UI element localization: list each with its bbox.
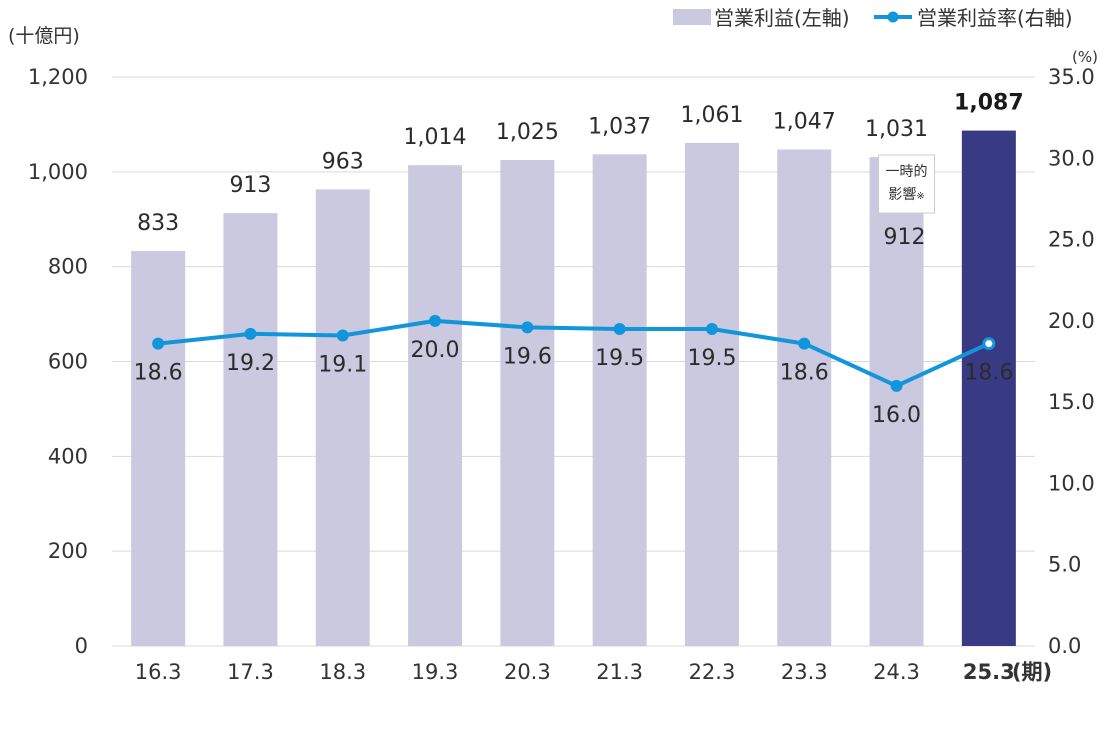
- right-axis-tick-label: 5.0: [1048, 553, 1081, 577]
- right-axis-tick-label: 10.0: [1048, 471, 1095, 495]
- note-text-line: 一時的: [886, 164, 928, 180]
- legend-line-label: 営業利益率(右軸): [917, 6, 1073, 30]
- rate-value-label: 19.2: [226, 351, 275, 376]
- note-text-main: 影響: [888, 186, 916, 203]
- rate-marker: [613, 322, 626, 335]
- x-axis-tick-label: 21.3: [596, 660, 643, 684]
- left-axis-tick-label: 200: [48, 539, 88, 563]
- note-box: [878, 154, 936, 214]
- bar-series: [131, 130, 1016, 647]
- bar: [684, 142, 739, 646]
- right-axis: 0.0 5.0 10.0 15.0 20.0 25.0 30.0 35.0: [1048, 65, 1095, 658]
- legend-bar-label: 営業利益(左軸): [714, 6, 850, 30]
- bar: [777, 149, 832, 647]
- rate-marker: [798, 337, 811, 350]
- bar-value-label: 1,087: [954, 91, 1024, 116]
- left-axis-tick-label: 800: [48, 255, 88, 279]
- left-axis-unit: (十億円): [8, 25, 80, 47]
- bar: [592, 154, 647, 646]
- left-axis-tick-label: 400: [48, 444, 88, 468]
- rate-marker: [521, 321, 534, 334]
- bar-value-label: 963: [322, 149, 364, 174]
- bar: [223, 213, 278, 647]
- x-axis-tick-label: 23.3: [781, 660, 828, 684]
- right-axis-tick-label: 0.0: [1048, 634, 1081, 658]
- bar: [408, 165, 463, 646]
- note-text-line: 影響※: [888, 186, 924, 203]
- bar-value-label: 913: [229, 173, 271, 198]
- x-axis-tick-label: 17.3: [227, 660, 274, 684]
- left-axis-tick-label: 600: [48, 350, 88, 374]
- rate-line: [157, 318, 990, 388]
- rate-marker: [890, 379, 903, 392]
- right-axis-tick-label: 20.0: [1048, 309, 1095, 333]
- bar-value-label: 1,061: [680, 103, 743, 128]
- bar: [131, 251, 186, 646]
- bar: [961, 130, 1016, 647]
- x-axis-tick-label: 22.3: [689, 660, 736, 684]
- rate-value-label: 18.6: [964, 361, 1013, 386]
- left-axis-tick-label: 1,200: [28, 65, 88, 89]
- left-axis-tick-label: 0: [75, 634, 88, 658]
- bar-value-label: 1,025: [496, 120, 559, 145]
- right-axis-tick-label: 35.0: [1048, 65, 1095, 89]
- adjusted-value-label: 912: [884, 225, 926, 250]
- rate-value-label: 16.0: [872, 403, 921, 428]
- x-axis-tick-label: 18.3: [319, 660, 366, 684]
- note-mark: ※: [916, 191, 924, 202]
- rate-value-labels: 18.6 19.2 19.1 20.0 19.6 19.5 19.5 18.6 16.0 18.6: [134, 338, 1014, 428]
- bar: [869, 157, 924, 647]
- legend-bar-swatch: [673, 9, 711, 25]
- rate-marker: [244, 327, 257, 340]
- bar: [500, 159, 555, 646]
- x-axis: 16.3 17.3 18.3 19.3 20.3 21.3 22.3 23.3 24.3 25.3…: [135, 660, 1052, 684]
- rate-value-label: 19.5: [595, 346, 644, 371]
- legend-line-marker: [887, 11, 899, 23]
- right-axis-tick-label: 15.0: [1048, 390, 1095, 414]
- rate-marker: [429, 314, 442, 327]
- rate-value-label: 19.5: [687, 346, 736, 371]
- bar: [315, 189, 370, 646]
- rate-value-label: 19.1: [318, 352, 367, 377]
- bar-value-label: 1,031: [865, 117, 928, 142]
- rate-marker: [982, 337, 996, 351]
- x-axis-suffix: (期): [1012, 660, 1052, 684]
- bar-value-label: 1,047: [773, 110, 836, 135]
- bar-value-label: 1,037: [588, 114, 651, 139]
- x-axis-tick-label: 25.3: [963, 660, 1015, 684]
- rate-value-label: 18.6: [134, 361, 183, 386]
- rate-value-label: 20.0: [411, 338, 460, 363]
- x-axis-tick-label: 20.3: [504, 660, 551, 684]
- right-axis-tick-label: 30.0: [1048, 146, 1095, 170]
- rate-marker: [336, 329, 349, 342]
- x-axis-tick-label: 24.3: [873, 660, 920, 684]
- right-axis-tick-label: 25.0: [1048, 228, 1095, 252]
- x-axis-tick-label: 16.3: [135, 660, 182, 684]
- line-series: [152, 314, 996, 392]
- x-axis-tick-label: 19.3: [412, 660, 459, 684]
- left-axis-tick-label: 1,000: [28, 160, 88, 184]
- left-axis: 0 200 400 600 800 1,000 1,200: [28, 65, 88, 658]
- right-axis-unit: (%): [1072, 48, 1098, 66]
- rate-marker: [152, 337, 165, 350]
- rate-marker: [705, 322, 718, 335]
- bar-value-label: 1,014: [404, 125, 467, 150]
- rate-value-label: 18.6: [780, 361, 829, 386]
- bar-value-label: 833: [137, 211, 179, 236]
- rate-value-label: 19.6: [503, 344, 552, 369]
- legend: 営業利益(左軸) 営業利益率(右軸): [673, 6, 1073, 30]
- bar-value-labels: 833 913 963 1,014 1,025 1,037 1,061 1,047 1,031 1…: [137, 91, 1023, 236]
